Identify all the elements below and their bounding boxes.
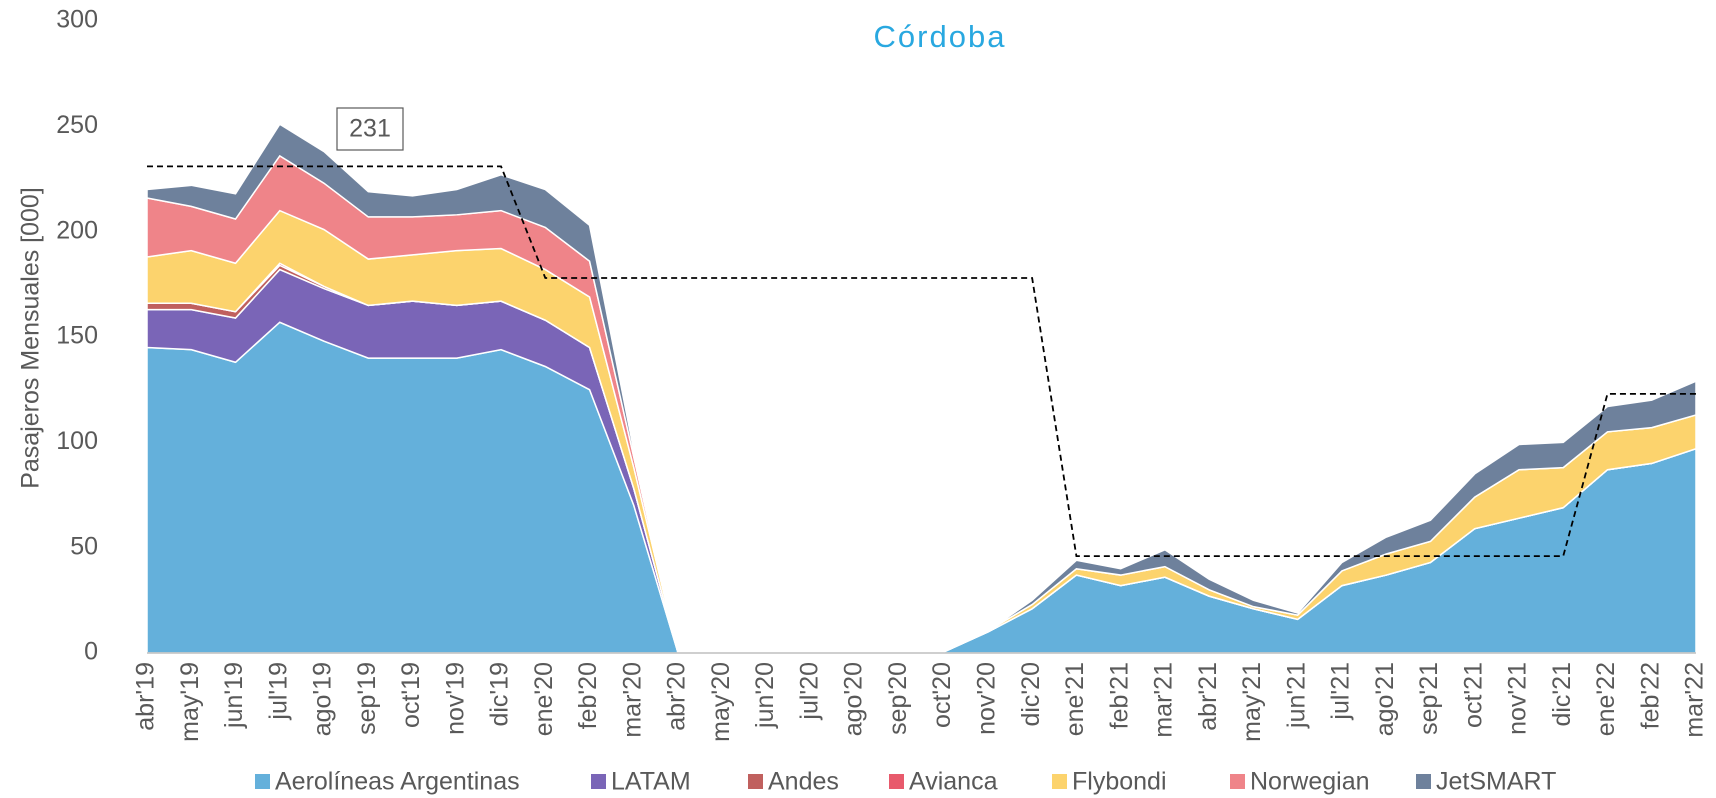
x-tick-label: dic'19 — [486, 662, 514, 727]
x-tick-label: jul'20 — [795, 662, 823, 721]
legend-swatch — [591, 774, 606, 789]
x-tick-label: oct'20 — [928, 662, 956, 728]
x-tick-label: nov'19 — [441, 662, 469, 735]
x-tick-label: mar'21 — [1150, 662, 1178, 738]
x-tick-label: sep'19 — [353, 662, 381, 735]
x-tick-label: jul'19 — [264, 662, 292, 721]
x-tick-label: mar'20 — [618, 662, 646, 738]
x-tick-label: nov'21 — [1504, 662, 1532, 735]
annotation: 231 — [349, 115, 391, 143]
y-tick-label: 50 — [70, 532, 98, 560]
y-tick-label: 100 — [56, 427, 98, 455]
x-tick-label: ago'20 — [840, 662, 868, 736]
legend-swatch — [1052, 774, 1067, 789]
x-tick-label: feb'21 — [1105, 662, 1133, 729]
y-tick-label: 0 — [84, 638, 98, 666]
x-tick-label: jun'21 — [1282, 662, 1310, 729]
x-tick-label: oct'21 — [1459, 662, 1487, 728]
x-tick-label: ene'22 — [1592, 662, 1620, 736]
legend-label: Norwegian — [1250, 768, 1370, 796]
x-tick-label: ago'21 — [1371, 662, 1399, 736]
legend-swatch — [748, 774, 763, 789]
y-tick-label: 250 — [56, 111, 98, 139]
x-tick-label: feb'20 — [574, 662, 602, 729]
legend-label: Andes — [768, 768, 839, 796]
reference-line — [147, 165, 1696, 557]
x-tick-label: ago'19 — [309, 662, 337, 736]
legend-swatch — [1416, 774, 1431, 789]
annotation-box — [336, 107, 404, 151]
x-tick-label: jul'21 — [1327, 662, 1355, 721]
y-tick-label: 150 — [56, 322, 98, 350]
y-tick-label: 300 — [56, 6, 98, 34]
legend-label: Flybondi — [1072, 768, 1167, 796]
x-tick-label: ene'21 — [1061, 662, 1089, 736]
x-tick-label: sep'20 — [884, 662, 912, 735]
x-tick-label: may'21 — [1238, 662, 1266, 742]
y-tick-label: 200 — [56, 216, 98, 244]
x-tick-label: may'19 — [176, 662, 204, 742]
legend-label: JetSMART — [1436, 768, 1556, 796]
x-tick-label: ene'20 — [530, 662, 558, 736]
x-tick-label: oct'19 — [397, 662, 425, 728]
chart-title: Córdoba — [874, 19, 1007, 54]
x-tick-label: abr'21 — [1194, 662, 1222, 731]
x-tick-label: abr'19 — [132, 662, 160, 731]
x-tick-label: sep'21 — [1415, 662, 1443, 735]
x-tick-label: feb'22 — [1636, 662, 1664, 729]
x-tick-label: dic'20 — [1017, 662, 1045, 727]
x-tick-label: nov'20 — [972, 662, 1000, 735]
legend-label: LATAM — [611, 768, 691, 796]
legend-label: Avianca — [909, 768, 998, 796]
x-tick-label: abr'20 — [663, 662, 691, 731]
x-tick-label: dic'21 — [1548, 662, 1576, 727]
x-tick-label: jun'19 — [220, 662, 248, 729]
x-tick-label: jun'20 — [751, 662, 779, 729]
legend-swatch — [1230, 774, 1245, 789]
legend-label: Aerolíneas Argentinas — [275, 768, 520, 796]
legend-swatch — [889, 774, 904, 789]
x-tick-label: mar'22 — [1681, 662, 1709, 738]
x-tick-label: may'20 — [707, 662, 735, 742]
legend-swatch — [255, 774, 270, 789]
y-axis-label: Pasajeros Mensuales [000] — [17, 187, 45, 489]
